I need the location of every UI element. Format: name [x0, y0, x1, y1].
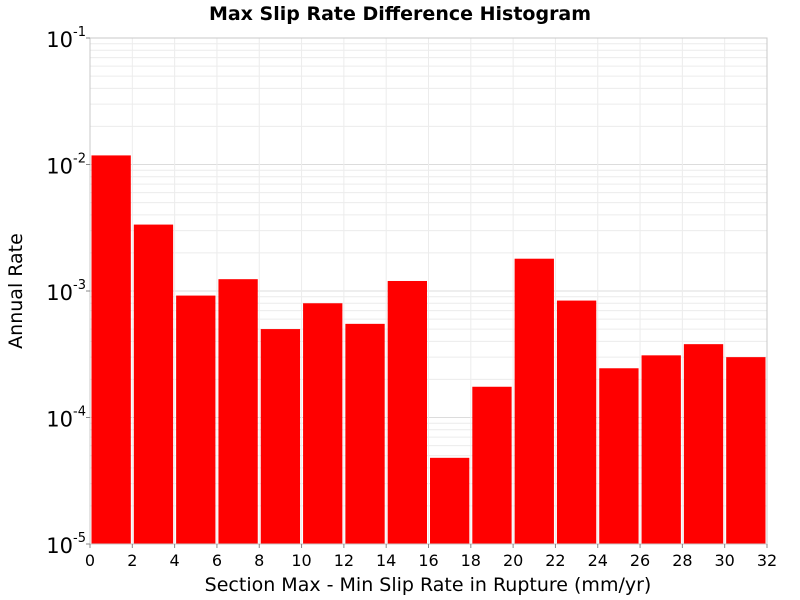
histogram-bar — [599, 368, 639, 544]
chart-title: Max Slip Rate Difference Histogram — [209, 3, 591, 25]
histogram-bar — [260, 329, 301, 544]
x-tick-label: 12 — [334, 551, 354, 570]
y-tick-label: 10-3 — [46, 278, 86, 305]
x-axis-label: Section Max - Min Slip Rate in Rupture (… — [205, 574, 652, 596]
x-tick-label: 0 — [85, 551, 95, 570]
bars-group — [91, 155, 766, 544]
histogram-bar — [514, 258, 554, 544]
histogram-bar — [556, 300, 597, 544]
x-tick-label: 22 — [545, 551, 565, 570]
x-tick-label: 24 — [588, 551, 608, 570]
histogram-bar — [303, 303, 343, 544]
histogram-bar — [91, 155, 131, 544]
x-tick-label: 4 — [170, 551, 180, 570]
x-tick-label: 6 — [212, 551, 222, 570]
histogram-bar — [683, 344, 724, 544]
y-axis-label: Annual Rate — [5, 233, 27, 349]
histogram-bar — [387, 280, 427, 544]
histogram-bar — [345, 323, 385, 544]
x-tick-label: 16 — [418, 551, 438, 570]
y-tick-label: 10-2 — [46, 152, 86, 179]
histogram-bar — [176, 295, 216, 544]
histogram-bar — [472, 386, 512, 544]
x-tick-label: 10 — [291, 551, 311, 570]
x-tick-label: 26 — [630, 551, 650, 570]
y-tick-label: 10-4 — [46, 405, 86, 432]
x-tick-label: 20 — [503, 551, 523, 570]
histogram-bar — [218, 279, 258, 544]
y-axis-ticks: 10-1 10-2 10-3 10-4 10-5 — [46, 25, 90, 558]
x-tick-label: 18 — [461, 551, 481, 570]
histogram-bar — [430, 457, 470, 544]
x-tick-label: 30 — [715, 551, 735, 570]
x-tick-label: 2 — [127, 551, 137, 570]
x-tick-label: 8 — [254, 551, 264, 570]
x-tick-label: 28 — [672, 551, 692, 570]
histogram-bar — [641, 355, 681, 544]
y-tick-label: 10-1 — [46, 25, 86, 52]
histogram-bar — [133, 224, 174, 544]
x-tick-label: 14 — [376, 551, 396, 570]
x-tick-label: 32 — [757, 551, 777, 570]
y-tick-label: 10-5 — [46, 531, 86, 558]
x-axis-ticks: 0 2 4 6 8 10 12 14 16 18 20 22 24 26 28 30 32 — [85, 544, 777, 570]
histogram-bar — [726, 357, 766, 544]
